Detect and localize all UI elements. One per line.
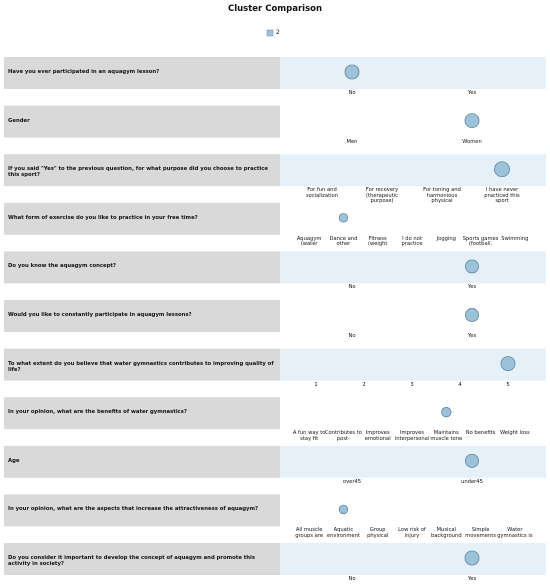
category-label: Weight loss [499,430,530,437]
modal-circle [494,161,510,178]
modal-circle [465,308,479,322]
profile-cell [280,57,546,89]
question-label: Have you ever participated in an aquagym… [8,69,160,75]
profile-cell [280,445,546,478]
question-cell [4,105,280,138]
category-label: Yes [467,284,477,291]
profile-cell [280,543,546,575]
category-label: Water gymnastics is [497,527,533,539]
modal-circle [465,453,479,468]
question-cell [4,543,280,575]
question-label: Gender [8,117,30,124]
profile-cell [280,105,546,138]
category-label: No benefits [465,430,496,437]
modal-circle [500,356,516,372]
question-label: What form of exercise do you like to pra… [8,214,198,221]
category-label: Improves emotional [364,430,391,442]
legend-swatch [266,29,274,37]
modal-circle [338,504,349,515]
category-label: A fun way to stay fit [292,430,326,442]
category-label: Aquagym (water [296,235,322,248]
question-cell [4,300,280,332]
category-label: Yes [467,576,477,582]
chart-title: Cluster Comparison [227,4,323,14]
modal-circle [344,64,360,80]
modal-circle [338,213,349,223]
question-cell [4,348,280,381]
category-label: For fun and socialization [305,187,339,199]
category-label: 5 [506,381,510,388]
category-label: over45 [342,478,362,485]
category-label: 2 [362,381,366,388]
category-label: No [348,90,356,96]
category-label: For recovery (therapeutic purpose) [365,187,399,205]
category-label: No [348,284,356,291]
category-label: Simple movements [465,527,496,539]
category-label: 3 [410,381,414,388]
modal-circle [465,259,479,274]
category-label: No [348,576,356,582]
category-label: Sports games (football, [462,235,499,248]
question-cell [4,202,280,235]
category-label: I do not practice [401,235,423,248]
question-cell [4,154,280,187]
legend-label: 2 [276,29,280,36]
category-label: Aquatic environment [326,527,360,539]
question-label: Do you consider it important to develop … [8,555,256,567]
profile-cell [280,397,546,430]
profile-cell [280,300,546,332]
modal-circle [464,550,480,566]
modal-circle [464,113,480,128]
category-label: Women [462,138,482,145]
category-label: Swimming [501,235,529,242]
question-cell [4,397,280,430]
question-label: If you said "Yes" to the previous questi… [8,166,268,179]
category-label: Fitness (weight [367,235,388,248]
category-label: All muscle groups are [295,527,324,539]
category-label: Low risk of injury [398,527,426,539]
category-label: Dance and other [329,235,358,248]
category-label: I have never practiced this sport [484,187,520,205]
profile-cell [280,494,546,527]
question-cell [4,445,280,478]
category-label: Improves interpersonal [394,430,430,442]
question-cell [4,57,280,89]
category-label: under45 [461,478,483,485]
category-label: Jogging [436,235,456,242]
category-label: No [348,333,356,339]
question-label: To what extent do you believe that water… [8,360,274,373]
question-label: In your opinion, what are the aspects th… [8,506,259,513]
modal-circle [441,407,452,418]
question-label: Age [8,457,20,464]
question-cell [4,494,280,527]
category-label: Musical background [430,527,462,539]
category-label: For toning and harmonious physical [423,187,461,205]
category-label: Men [346,138,358,145]
category-label: Contributes to post- [324,430,362,442]
profile-cell [280,251,546,284]
category-label: Group physical [367,527,389,539]
category-label: Yes [467,333,477,339]
question-label: Do you know the aquagym concept? [8,263,116,270]
question-label: Would you like to constantly participate… [8,312,192,318]
category-label: Maintains muscle tone [430,430,463,442]
profile-cell [280,202,546,235]
category-label: 4 [458,381,462,388]
category-label: 1 [314,381,318,388]
question-cell [4,251,280,284]
question-label: In your opinion, what are the benefits o… [8,409,187,416]
category-label: Yes [467,90,477,96]
